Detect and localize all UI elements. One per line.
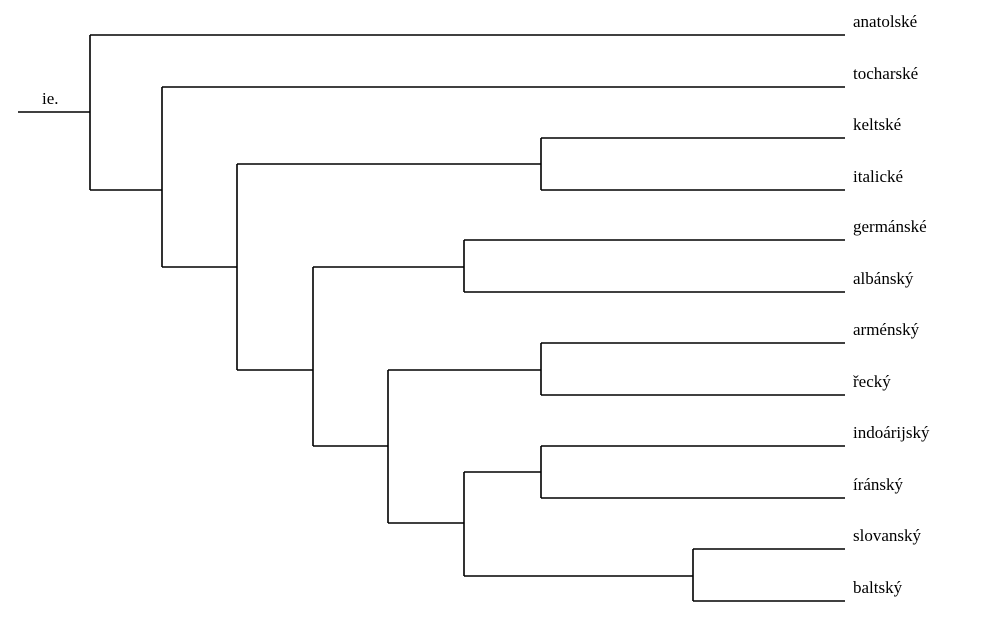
leaf-labels: anatolské tocharské keltské italické germáns… — [853, 12, 930, 597]
leaf-label: anatolské — [853, 12, 917, 31]
leaf-label: řecký — [853, 372, 891, 391]
leaf-label: baltský — [853, 578, 903, 597]
leaf-label: slovanský — [853, 526, 922, 545]
leaf-label: arménský — [853, 320, 920, 339]
leaf-label: germánské — [853, 217, 927, 236]
root-label: ie. — [42, 89, 59, 108]
leaf-label: indoárijský — [853, 423, 930, 442]
leaf-label: íránský — [853, 475, 904, 494]
leaf-label: tocharské — [853, 64, 918, 83]
leaf-label: keltské — [853, 115, 901, 134]
leaf-label: albánský — [853, 269, 914, 288]
leaf-label: italické — [853, 167, 903, 186]
tree-edges — [18, 34, 845, 602]
